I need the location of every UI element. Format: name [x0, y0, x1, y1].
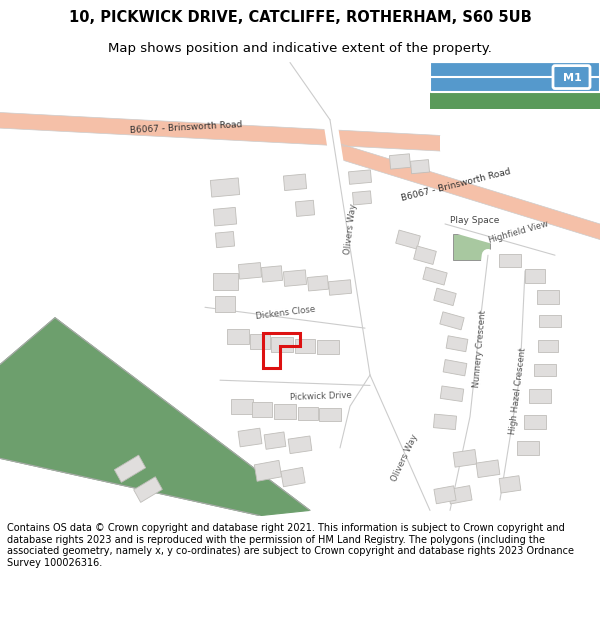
Bar [134, 477, 163, 502]
Bar [434, 288, 456, 306]
Bar [307, 276, 329, 291]
Bar [453, 449, 477, 467]
Bar [227, 329, 249, 344]
Bar [115, 455, 146, 482]
Bar [298, 407, 318, 420]
Bar [389, 154, 410, 169]
Text: Map shows position and indicative extent of the property.: Map shows position and indicative extent… [108, 42, 492, 55]
Bar [440, 386, 464, 401]
Text: Play Space: Play Space [451, 216, 500, 226]
Bar [434, 486, 456, 504]
Bar [264, 432, 286, 449]
Bar [525, 269, 545, 282]
Bar [423, 267, 447, 285]
Bar [238, 428, 262, 447]
Bar [238, 262, 262, 279]
Bar [214, 208, 236, 226]
Text: High Hazel Crescent: High Hazel Crescent [508, 347, 528, 434]
Bar [395, 230, 421, 249]
Bar [529, 389, 551, 402]
FancyBboxPatch shape [553, 66, 590, 89]
Bar [499, 476, 521, 493]
Bar [295, 339, 315, 352]
Bar [319, 408, 341, 421]
Bar [433, 414, 457, 429]
Bar [283, 270, 307, 286]
Bar [281, 468, 305, 487]
Bar [211, 178, 239, 197]
Polygon shape [430, 92, 600, 109]
Bar [353, 191, 371, 205]
Bar [250, 334, 270, 349]
Bar [212, 273, 238, 289]
Bar [410, 159, 430, 174]
Bar [476, 460, 500, 478]
Polygon shape [0, 112, 440, 151]
Bar [443, 359, 467, 376]
Bar [448, 486, 472, 504]
Text: Olivers Way: Olivers Way [390, 433, 420, 483]
Polygon shape [430, 62, 600, 92]
Bar [274, 404, 296, 419]
Text: Olivers Way: Olivers Way [343, 203, 359, 255]
Text: Contains OS data © Crown copyright and database right 2021. This information is : Contains OS data © Crown copyright and d… [7, 523, 574, 568]
Bar [288, 436, 312, 454]
Bar [537, 290, 559, 304]
Text: 10, PICKWICK DRIVE, CATCLIFFE, ROTHERHAM, S60 5UB: 10, PICKWICK DRIVE, CATCLIFFE, ROTHERHAM… [68, 10, 532, 25]
Text: Nunnery Crescent: Nunnery Crescent [472, 310, 488, 388]
Bar [499, 254, 521, 267]
Text: Dickens Close: Dickens Close [255, 304, 316, 321]
Bar [534, 364, 556, 376]
Bar [440, 312, 464, 330]
Bar [538, 339, 558, 352]
Polygon shape [0, 318, 310, 516]
Bar [283, 174, 307, 191]
Bar [262, 266, 283, 282]
Bar [317, 340, 339, 354]
Text: B6067 - Brinsworth Road: B6067 - Brinsworth Road [400, 168, 511, 203]
Text: B6067 - Brinsworth Road: B6067 - Brinsworth Road [130, 119, 243, 134]
Bar [254, 461, 281, 481]
Bar [295, 200, 314, 216]
Text: M1: M1 [563, 73, 581, 83]
Bar [231, 399, 253, 414]
Bar [413, 246, 436, 264]
Bar [271, 338, 293, 352]
Bar [517, 441, 539, 455]
Bar [446, 336, 468, 352]
Bar [349, 170, 371, 184]
Bar [524, 415, 546, 429]
Bar [328, 280, 352, 295]
Bar [252, 402, 272, 417]
Polygon shape [330, 141, 600, 239]
Polygon shape [453, 234, 490, 261]
Bar [539, 314, 561, 327]
Text: Highfield View: Highfield View [488, 219, 550, 245]
Bar [215, 231, 235, 248]
Bar [215, 296, 235, 312]
Text: Pickwick Drive: Pickwick Drive [290, 391, 352, 402]
